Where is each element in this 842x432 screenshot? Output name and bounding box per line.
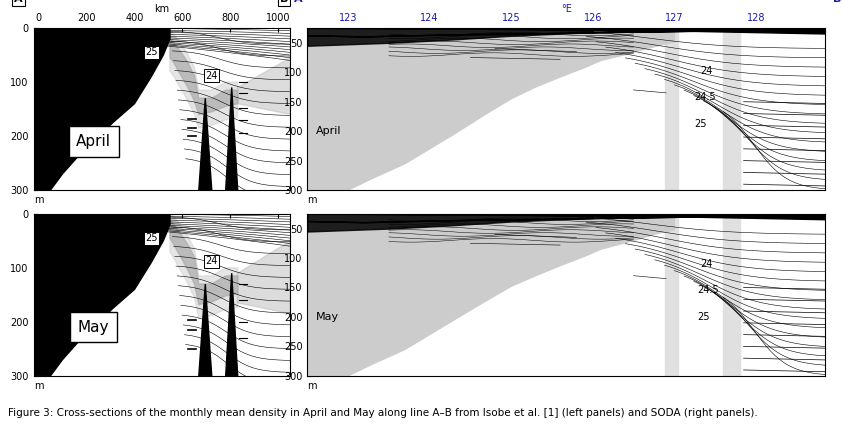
Text: May: May: [78, 320, 109, 335]
Polygon shape: [307, 28, 674, 190]
Text: 25: 25: [695, 119, 707, 129]
Bar: [664, 28, 679, 190]
Bar: [723, 214, 739, 376]
Text: April: April: [316, 126, 341, 136]
Text: 24: 24: [205, 256, 217, 267]
Polygon shape: [170, 214, 237, 318]
Text: m: m: [307, 381, 317, 391]
Text: 25: 25: [145, 233, 157, 243]
Text: 24: 24: [701, 66, 713, 76]
Polygon shape: [34, 214, 170, 376]
Polygon shape: [199, 98, 212, 190]
Polygon shape: [307, 214, 674, 376]
X-axis label: °E: °E: [561, 4, 572, 14]
Polygon shape: [170, 39, 237, 114]
Text: 24.5: 24.5: [695, 92, 717, 102]
X-axis label: km: km: [155, 4, 169, 14]
Bar: [723, 28, 739, 190]
Text: 24.5: 24.5: [697, 286, 719, 295]
Text: Figure 3: Cross-sections of the monthly mean density in April and May along line: Figure 3: Cross-sections of the monthly …: [8, 408, 758, 418]
Polygon shape: [237, 58, 290, 114]
Text: B: B: [280, 0, 288, 4]
Polygon shape: [170, 31, 237, 128]
Polygon shape: [34, 28, 170, 190]
Polygon shape: [307, 214, 825, 222]
Polygon shape: [226, 273, 237, 376]
Polygon shape: [170, 220, 237, 305]
Polygon shape: [237, 241, 290, 314]
Text: m: m: [34, 195, 43, 205]
Text: 24: 24: [205, 70, 217, 81]
Text: m: m: [34, 381, 43, 391]
Text: A: A: [14, 0, 23, 4]
Text: A: A: [294, 0, 302, 4]
Text: 24: 24: [701, 259, 713, 269]
Bar: [664, 214, 679, 376]
Polygon shape: [199, 284, 212, 376]
Polygon shape: [226, 88, 237, 190]
Text: 25: 25: [697, 312, 710, 322]
Text: May: May: [316, 312, 338, 322]
Polygon shape: [307, 28, 825, 37]
Text: B: B: [833, 0, 841, 4]
Text: April: April: [76, 134, 111, 149]
Text: 25: 25: [145, 48, 157, 57]
Text: m: m: [307, 195, 317, 205]
